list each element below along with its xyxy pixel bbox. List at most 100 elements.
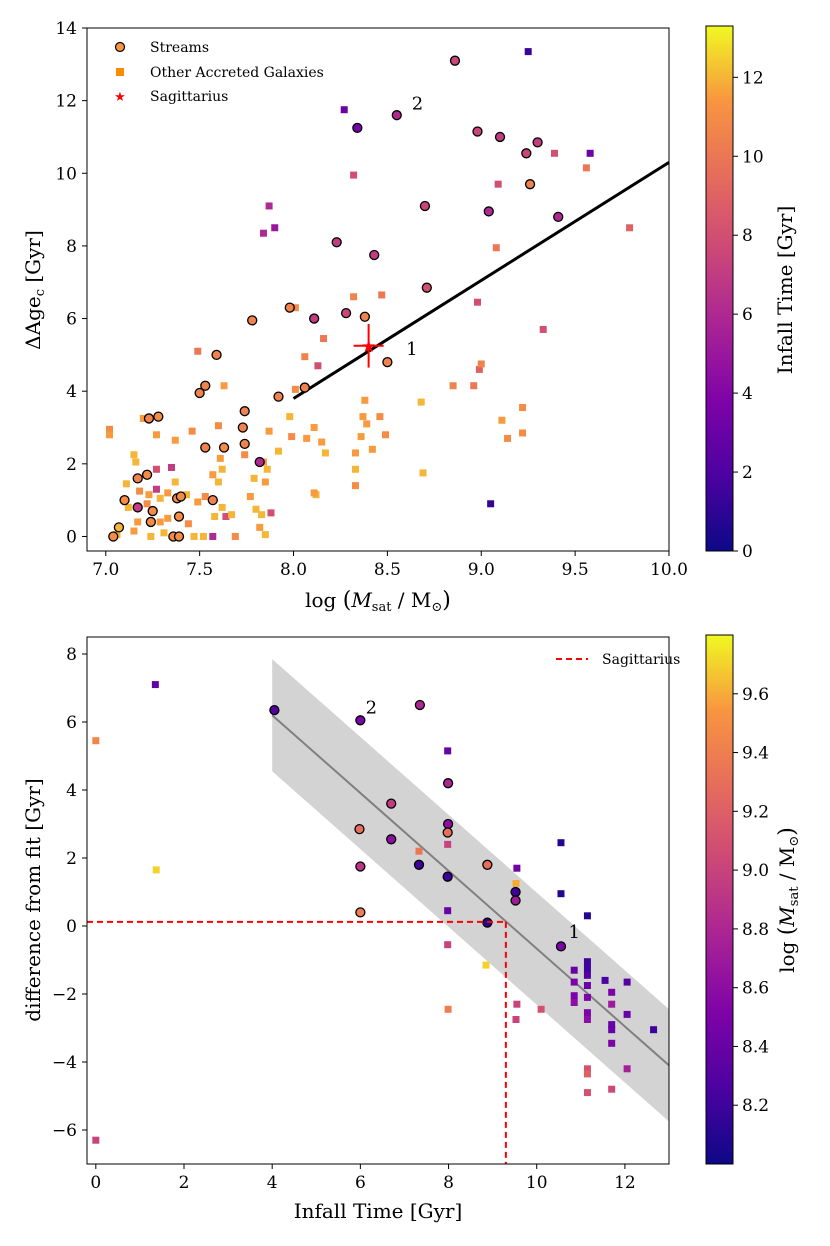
stream-point bbox=[414, 699, 426, 711]
other-galaxy-point bbox=[583, 965, 591, 972]
other-galaxy-point bbox=[231, 532, 239, 540]
other-galaxy-point bbox=[199, 532, 207, 540]
other-galaxy-point bbox=[557, 890, 565, 898]
other-galaxy-point bbox=[184, 520, 192, 528]
other-galaxy-point bbox=[218, 503, 226, 511]
other-galaxy-point bbox=[122, 480, 130, 488]
top-x-tick-label: 10.0 bbox=[650, 560, 688, 580]
top-colorbar-tick-label: 0 bbox=[742, 542, 753, 562]
other-galaxy-point bbox=[359, 413, 367, 421]
top-y-axis-label: ΔAgec [Gyr] bbox=[21, 230, 48, 350]
other-galaxy-point bbox=[218, 465, 226, 473]
other-galaxy-point bbox=[550, 149, 558, 157]
bottom-x-tick-label: 8 bbox=[443, 1173, 454, 1193]
bottom-y-tick-label: −6 bbox=[52, 1121, 77, 1141]
other-galaxy-point bbox=[570, 978, 578, 986]
other-galaxy-point bbox=[537, 1005, 545, 1013]
other-galaxy-point bbox=[201, 493, 209, 501]
stream-point bbox=[524, 179, 536, 190]
top-y-tick-label: 0 bbox=[66, 527, 77, 547]
other-galaxy-point bbox=[444, 747, 452, 755]
stream-point bbox=[442, 778, 454, 789]
other-galaxy-point bbox=[209, 532, 217, 540]
other-galaxy-point bbox=[583, 993, 591, 1001]
bottom-axes-frame bbox=[86, 636, 670, 1165]
other-galaxy-point bbox=[92, 1136, 100, 1144]
other-galaxy-point bbox=[626, 224, 634, 232]
other-galaxy-point bbox=[340, 106, 348, 114]
fit-line bbox=[292, 161, 670, 400]
stream-point bbox=[211, 349, 222, 361]
other-galaxy-point bbox=[361, 396, 369, 404]
bottom-y-axis-label: difference from fit [Gyr] bbox=[21, 778, 45, 1021]
point-annotation: 2 bbox=[412, 94, 423, 115]
other-galaxy-point bbox=[513, 864, 521, 872]
stream-point bbox=[132, 473, 143, 484]
stream-point bbox=[254, 456, 265, 468]
top-colorbar-tick-label: 2 bbox=[742, 463, 753, 483]
other-galaxy-point bbox=[583, 1070, 591, 1078]
other-galaxy-point bbox=[513, 1000, 521, 1008]
stream-point bbox=[108, 531, 119, 542]
other-galaxy-point bbox=[583, 982, 591, 989]
top-x-tick-label: 8.0 bbox=[280, 560, 307, 580]
point-annotation: 2 bbox=[366, 698, 377, 719]
stream-point bbox=[113, 522, 125, 533]
other-galaxy-point bbox=[211, 512, 219, 520]
stream-point bbox=[173, 531, 185, 542]
stream-point bbox=[200, 442, 211, 453]
other-galaxy-point bbox=[557, 839, 565, 847]
other-galaxy-point bbox=[288, 433, 296, 441]
other-galaxy-point bbox=[241, 451, 249, 459]
other-galaxy-point bbox=[608, 988, 616, 996]
other-galaxy-point bbox=[494, 180, 502, 188]
bottom-colorbar-label: log (Msat / M⊙) bbox=[775, 827, 802, 973]
other-galaxy-point bbox=[310, 489, 318, 497]
other-galaxy-point bbox=[498, 416, 506, 424]
fit-line bbox=[271, 714, 670, 1067]
stream-point bbox=[355, 715, 366, 726]
bottom-colorbar-tick-label: 9.6 bbox=[742, 685, 769, 705]
other-galaxy-point bbox=[151, 681, 159, 689]
stream-point bbox=[553, 211, 564, 223]
other-galaxy-point bbox=[583, 912, 591, 920]
other-galaxy-point bbox=[222, 512, 230, 520]
other-galaxy-point bbox=[263, 465, 271, 473]
other-galaxy-point bbox=[152, 465, 160, 473]
other-galaxy-point bbox=[321, 449, 329, 457]
stream-point bbox=[442, 871, 453, 882]
stream-point bbox=[355, 907, 366, 918]
other-galaxy-point bbox=[194, 347, 202, 355]
bottom-x-axis-label: Infall Time [Gyr] bbox=[294, 1199, 463, 1223]
other-galaxy-point bbox=[164, 489, 172, 497]
stream-point bbox=[269, 704, 280, 716]
other-galaxy-point bbox=[444, 941, 452, 949]
top-x-tick-label: 9.0 bbox=[468, 560, 495, 580]
top-colorbar-ticks: 0 2 4 6 8 10 12 bbox=[733, 68, 764, 562]
stream-point bbox=[382, 356, 393, 368]
stream-point bbox=[207, 495, 218, 506]
point-annotation: 1 bbox=[406, 339, 417, 360]
bottom-colorbar-tick-label: 9.4 bbox=[742, 744, 769, 764]
other-galaxy-point bbox=[351, 449, 359, 457]
other-galaxy-point bbox=[417, 398, 425, 406]
other-galaxy-point bbox=[267, 509, 275, 517]
legend-sagittarius-star-icon: ★ bbox=[114, 90, 126, 105]
other-galaxy-point bbox=[164, 514, 172, 522]
stream-point bbox=[391, 110, 402, 121]
top-axes-frame bbox=[86, 27, 670, 552]
other-galaxy-point bbox=[583, 1009, 591, 1017]
top-y-tick-label: 8 bbox=[66, 237, 77, 257]
other-galaxy-point bbox=[444, 907, 452, 915]
other-galaxy-point bbox=[477, 360, 485, 368]
other-galaxy-point bbox=[259, 229, 267, 237]
stream-point bbox=[386, 798, 397, 809]
other-galaxy-point bbox=[623, 1010, 631, 1018]
other-galaxy-point bbox=[274, 447, 282, 455]
bottom-y-tick-label: 2 bbox=[66, 849, 77, 869]
other-galaxy-point bbox=[171, 436, 179, 444]
other-galaxy-point bbox=[570, 966, 578, 974]
legend-streams-label: Streams bbox=[150, 40, 209, 56]
